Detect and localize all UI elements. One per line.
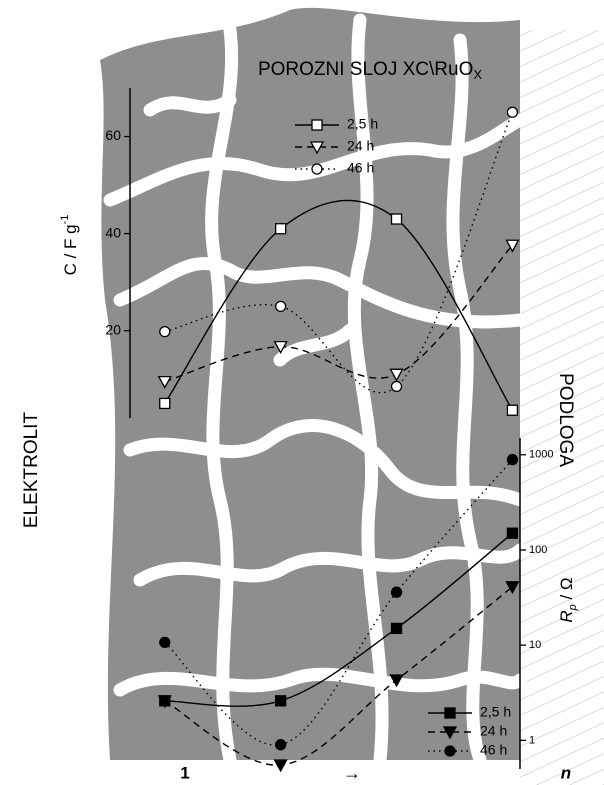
marker xyxy=(273,341,288,355)
marker xyxy=(274,300,287,313)
marker xyxy=(273,759,288,773)
marker xyxy=(390,586,403,598)
marker xyxy=(390,380,403,393)
marker xyxy=(390,213,403,225)
marker xyxy=(390,622,403,635)
legend-marker xyxy=(311,119,323,131)
legend-marker xyxy=(311,163,323,175)
right-label: PODLOGA xyxy=(555,373,576,467)
left-label: ELEKTROLIT xyxy=(21,412,42,529)
legend-label: 2,5 h xyxy=(480,704,511,720)
marker xyxy=(274,739,287,751)
y-tick-label: 20 xyxy=(105,321,121,337)
marker xyxy=(506,106,519,118)
legend-marker xyxy=(444,707,456,719)
legend-label: 24 h xyxy=(480,723,507,739)
y-axis-title: C / F g-1 xyxy=(59,215,81,276)
y-tick-label: 100 xyxy=(529,544,547,556)
marker xyxy=(159,397,171,410)
marker xyxy=(157,375,172,389)
series-line xyxy=(164,199,514,411)
marker xyxy=(505,239,520,253)
marker xyxy=(389,368,404,382)
series-line xyxy=(164,586,513,766)
legend-label: 46 h xyxy=(347,160,374,176)
marker xyxy=(274,695,287,707)
marker xyxy=(389,674,404,688)
y-tick-label: 60 xyxy=(105,127,121,143)
legend-marker xyxy=(444,745,456,757)
series-line xyxy=(164,111,514,394)
y-tick-label: 10 xyxy=(529,639,541,651)
legend-marker xyxy=(309,141,325,155)
chart-title: POROZNI SLOJ XC\RuOX xyxy=(258,59,482,82)
legend-label: 24 h xyxy=(347,138,374,154)
series-line xyxy=(164,532,513,707)
y-tick-label: 1000 xyxy=(529,449,553,461)
legend-label: 2,5 h xyxy=(347,116,378,132)
y2-axis-title: Rp / Ω xyxy=(557,577,578,622)
x-end-label: n xyxy=(561,763,571,782)
x-start-label: 1 xyxy=(180,763,189,782)
marker xyxy=(157,695,172,709)
series-line xyxy=(164,459,513,746)
legend-label: 46 h xyxy=(480,742,507,758)
marker xyxy=(506,404,519,416)
x-arrow: → xyxy=(343,763,361,783)
legend-marker xyxy=(442,726,458,740)
marker xyxy=(274,223,287,235)
marker xyxy=(506,453,519,466)
series-line xyxy=(164,244,513,383)
marker xyxy=(159,636,171,649)
y-tick-label: 40 xyxy=(105,224,121,240)
marker xyxy=(506,527,519,539)
background xyxy=(100,7,604,785)
marker xyxy=(159,325,171,338)
y-tick-label: 1 xyxy=(529,734,535,746)
marker xyxy=(505,581,520,595)
